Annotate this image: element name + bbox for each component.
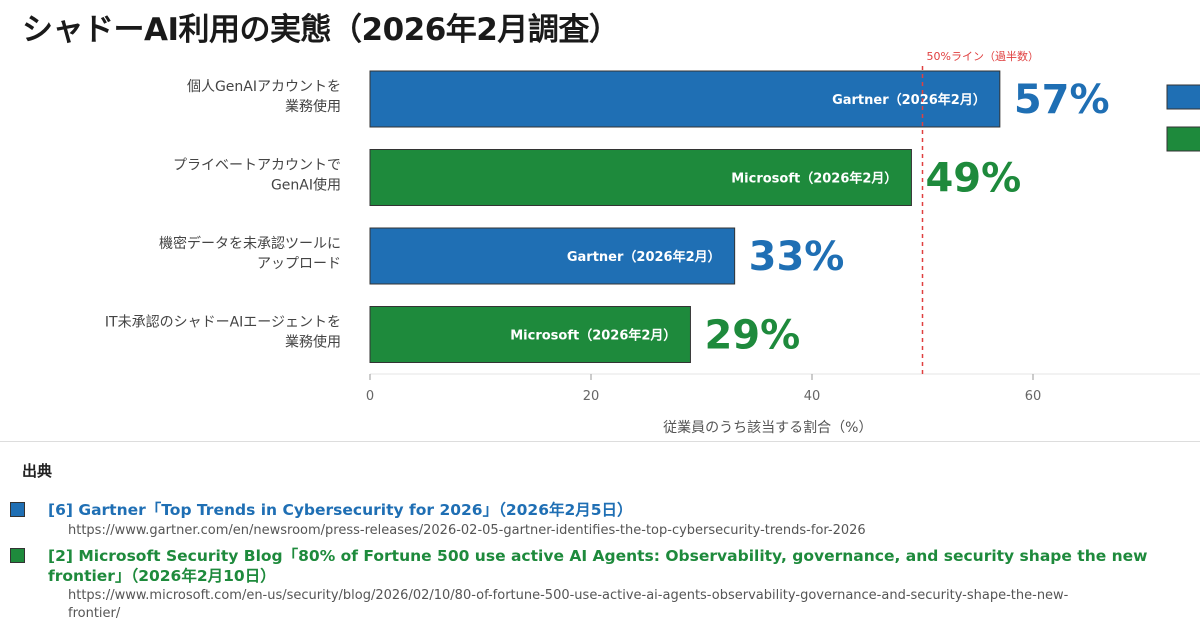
- category-label-0-0: 個人GenAIアカウントを: [187, 79, 341, 95]
- sources-heading: 出典: [22, 462, 53, 480]
- category-label-2-1: アップロード: [257, 256, 341, 272]
- bar-3: [369, 306, 691, 363]
- bar-label-1: Microsoft（2026年2月）: [731, 171, 897, 187]
- chart-title: シャドーAI利用の実態（2026年2月調査）: [22, 12, 620, 48]
- bar-2: [369, 227, 736, 285]
- bar-0: [369, 70, 1001, 128]
- x-tick-label-3: 60: [1025, 389, 1042, 404]
- value-label-0: 57%: [1014, 77, 1110, 123]
- value-label-1: 49%: [925, 156, 1021, 202]
- legend-swatch-gartner: [1166, 84, 1200, 110]
- bar-chart: 個人GenAIアカウントを業務使用プライベートアカウントでGenAI使用機密デー…: [105, 49, 1200, 436]
- category-label-3-0: IT未承認のシャドーAIエージェントを: [105, 315, 341, 331]
- source-swatch-gartner: [10, 502, 25, 517]
- source-title-gartner[interactable]: [6] Gartner「Top Trends in Cybersecurity …: [48, 501, 633, 519]
- source-url-gartner[interactable]: https://www.gartner.com/en/newsroom/pres…: [68, 523, 866, 538]
- category-label-1-0: プライベートアカウントで: [173, 158, 341, 174]
- reference-line-label: 50%ライン（過半数）: [927, 49, 1039, 63]
- value-label-2: 33%: [749, 234, 845, 280]
- category-label-3-1: 業務使用: [285, 334, 341, 351]
- category-label-0-1: 業務使用: [285, 98, 341, 115]
- bars: Gartner（2026年2月） 57% Microsoft（2026年2月） 49%…: [369, 70, 1110, 363]
- category-label-1-1: GenAI使用: [271, 177, 341, 194]
- bar-label-3: Microsoft（2026年2月）: [510, 328, 676, 344]
- source-swatch-microsoft: [10, 548, 25, 563]
- value-label-3: 29%: [704, 313, 800, 359]
- x-axis-title: 従業員のうち該当する割合（%）: [663, 419, 872, 436]
- legend: [1166, 84, 1200, 152]
- source-url-microsoft-line1[interactable]: https://www.microsoft.com/en-us/security…: [68, 588, 1069, 603]
- x-tick-label-1: 20: [583, 389, 600, 404]
- x-axis: 0 20 40 60 従業員のうち該当する割合（%）: [366, 373, 1200, 436]
- source-item-microsoft: [2] Microsoft Security Blog「80% of Fortu…: [10, 546, 1200, 628]
- source-item-gartner: [6] Gartner「Top Trends in Cybersecurity …: [10, 500, 1200, 544]
- reference-line: 50%ライン（過半数）: [921, 49, 1039, 374]
- category-label-2-0: 機密データを未承認ツールに: [159, 235, 341, 252]
- category-labels: 個人GenAIアカウントを業務使用プライベートアカウントでGenAI使用機密デー…: [105, 79, 341, 351]
- source-title-microsoft-line2[interactable]: frontier」（2026年2月10日）: [48, 567, 276, 585]
- bar-1: [369, 149, 912, 206]
- bar-label-2: Gartner（2026年2月）: [567, 249, 721, 265]
- x-tick-label-0: 0: [366, 389, 374, 404]
- x-tick-label-2: 40: [804, 389, 821, 404]
- source-url-microsoft-line2[interactable]: frontier/: [68, 606, 121, 621]
- bar-label-0: Gartner（2026年2月）: [832, 92, 986, 108]
- divider: [0, 441, 1200, 442]
- source-title-microsoft-line1[interactable]: [2] Microsoft Security Blog「80% of Fortu…: [48, 547, 1148, 565]
- legend-swatch-microsoft: [1166, 126, 1200, 152]
